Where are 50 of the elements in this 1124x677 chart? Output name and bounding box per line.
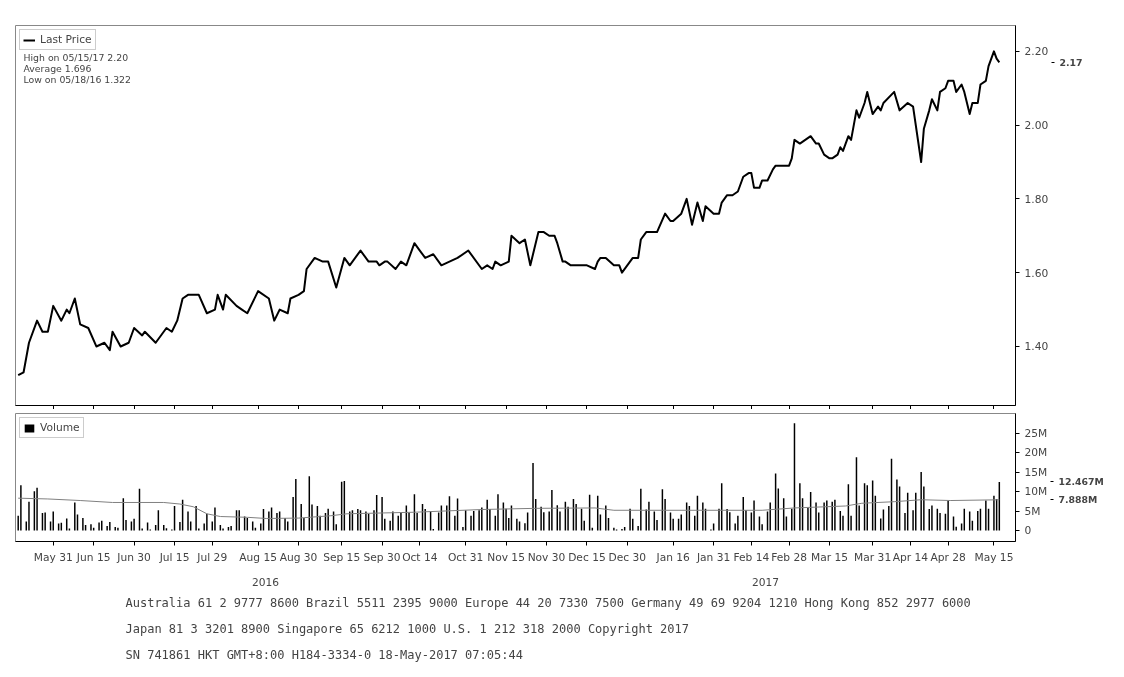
y-tick-label: 25M <box>1024 426 1048 440</box>
x-tick-label: Jul 29 <box>196 550 228 564</box>
y-tick-label: 1.80 <box>1024 192 1049 206</box>
x-tick-label: Apr 14 <box>892 550 929 564</box>
x-tick-label: Aug 30 <box>279 550 318 564</box>
text: Japan 81 3 3201 8900 Singapore 65 6212 1000 U.S. 1 212 318 2000 Copyright 2017 <box>125 621 690 636</box>
x-tick-label: Sep 15 <box>323 550 361 564</box>
text: 7.888M <box>1058 494 1098 506</box>
y-tick-label: 20M <box>1024 446 1048 460</box>
x-tick-label: Dec 15 <box>568 550 606 564</box>
x-tick-label: Oct 14 <box>402 550 438 564</box>
text: Australia 61 2 9777 8600 Brazil 5511 2395 9000 Europe 44 20 7330 7500 Germany 49 69 9204 1210 Hong Kong 852 2977 6000 <box>125 595 971 610</box>
annotation: High on 05/15/17 2.20 <box>23 52 129 63</box>
x-tick-label: May 15 <box>974 550 1014 564</box>
x-tick-label: Sep 30 <box>363 550 401 564</box>
y-tick-label: 2.00 <box>1024 119 1049 133</box>
y-tick-label: 5M <box>1024 504 1041 518</box>
line-series <box>17 50 1001 377</box>
x-tick-label: Dec 30 <box>608 550 647 564</box>
y-tick-label: 10M <box>1024 485 1048 499</box>
x-tick-label: Jun 15 <box>75 550 111 564</box>
y-tick-label: 15M <box>1024 465 1048 479</box>
x-tick-label: Mar 31 <box>854 550 892 564</box>
legend-label: Volume <box>40 421 80 434</box>
text: 12.467M <box>1058 476 1104 488</box>
line-series <box>17 497 1000 519</box>
x-tick-label: Feb 14 <box>733 550 770 564</box>
x-tick-label: Aug 15 <box>239 550 277 564</box>
y-tick-label: 1.40 <box>1024 340 1049 354</box>
x-tick-label: Oct 31 <box>447 550 484 564</box>
y-tick-label: 0 <box>1024 524 1032 538</box>
annotation: Low on 05/18/16 1.322 <box>23 74 131 85</box>
legend-label: Last Price <box>40 33 92 46</box>
x-tick-label: Jan 16 <box>655 550 691 564</box>
annotation: Average 1.696 <box>23 63 92 74</box>
x-tick-label: Nov 30 <box>527 550 566 564</box>
text: 2016 <box>251 575 280 589</box>
x-tick-label: Nov 15 <box>487 550 525 564</box>
x-tick-label: Apr 28 <box>930 550 967 564</box>
text: SN 741861 HKT GMT+8:00 H184-3334-0 18-May-2017 07:05:44 <box>125 647 523 662</box>
x-tick-label: Jan 31 <box>695 550 731 564</box>
text: 2.17 <box>1059 56 1083 68</box>
x-tick-label: Mar 15 <box>810 550 849 564</box>
x-tick-label: May 31 <box>33 550 73 564</box>
y-tick-label: 1.60 <box>1024 266 1049 280</box>
y-tick-label: 2.20 <box>1024 45 1049 59</box>
x-tick-label: Jun 30 <box>116 550 152 564</box>
text: 2017 <box>751 575 780 589</box>
x-tick-label: Feb 28 <box>771 550 808 564</box>
x-tick-label: Jul 15 <box>158 550 190 564</box>
